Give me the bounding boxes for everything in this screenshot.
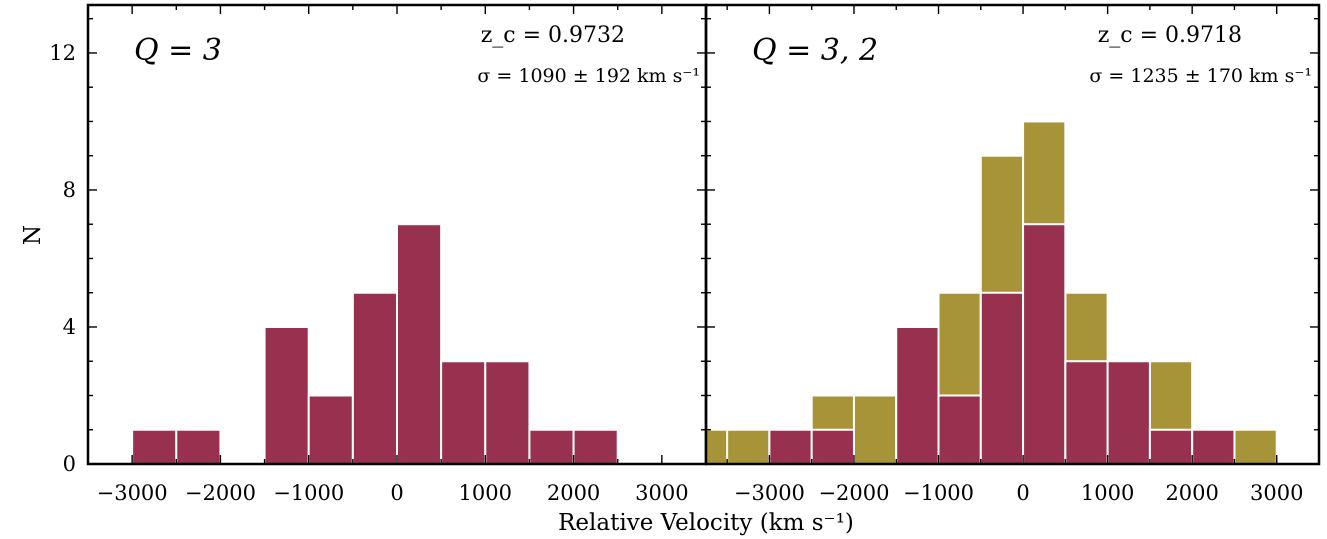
ytick-label: 0 <box>63 452 76 476</box>
left-bar-s0-b2 <box>263 325 310 465</box>
left-bar-s0-b4 <box>351 291 399 466</box>
left-zc-annotation: z_c = 0.9732 <box>481 23 625 48</box>
right-bar-s1-b0 <box>768 428 813 466</box>
right-xtick-label: 2000 <box>1165 481 1218 505</box>
right-xtick-label: 0 <box>1016 481 1029 505</box>
left-panel: Q = 3 z_c = 0.9732 σ = 1090 ± 192 km s⁻¹ <box>86 3 708 466</box>
right-bar-s1-b1 <box>810 428 855 466</box>
right-bar-s0-b4 <box>852 394 898 465</box>
left-bar-s0-b9 <box>572 428 619 466</box>
right-q-label: Q = 3, 2 <box>752 33 878 68</box>
left-xtick-label: 1000 <box>459 481 512 505</box>
right-bar-s1-b6 <box>1064 360 1109 465</box>
right-sigma-annotation: σ = 1235 ± 170 km s⁻¹ <box>1089 65 1312 87</box>
right-bar-s1-b9 <box>1191 428 1236 466</box>
left-xtick-label: −2000 <box>185 481 256 505</box>
right-bar-s1-b8 <box>1148 428 1194 466</box>
left-bars <box>131 223 619 466</box>
right-bar-s1-b2 <box>895 325 940 465</box>
right-bars <box>705 120 1278 466</box>
right-bar-s1-b3 <box>937 394 982 465</box>
right-bar-s1-b5 <box>1022 223 1067 465</box>
ytick-label: 4 <box>63 315 76 339</box>
right-bar-s1-b7 <box>1106 360 1151 465</box>
left-xtick-label: 2000 <box>547 481 600 505</box>
left-bar-s0-b8 <box>528 428 575 466</box>
left-ticks <box>87 5 707 465</box>
left-q-label: Q = 3 <box>134 33 222 68</box>
left-bar-s0-b3 <box>307 394 354 465</box>
ytick-label: 12 <box>49 41 76 65</box>
left-bar-s0-b0 <box>131 428 178 466</box>
x-tick-labels: −3000 −2000 −1000 0 1000 2000 3000 −3000 −2000 −1… <box>97 481 1304 505</box>
left-bar-s0-b6 <box>440 360 487 465</box>
left-xtick-label: −1000 <box>273 481 344 505</box>
right-zc-annotation: z_c = 0.9718 <box>1098 23 1242 48</box>
right-bar-s1-b4 <box>979 291 1025 466</box>
left-xtick-label: −3000 <box>97 481 168 505</box>
left-xtick-label: 3000 <box>635 481 688 505</box>
right-plot-frame <box>704 3 1321 466</box>
right-xtick-label: 1000 <box>1081 481 1134 505</box>
right-xtick-label: 3000 <box>1250 481 1303 505</box>
right-xtick-label: −2000 <box>818 481 889 505</box>
left-bar-s0-b1 <box>175 428 222 466</box>
left-bar-s0-b5 <box>396 223 443 465</box>
right-panel: Q = 3, 2 z_c = 0.9718 σ = 1235 ± 170 km … <box>704 3 1321 466</box>
right-bar-s0-b13 <box>1233 428 1278 466</box>
x-axis-label: Relative Velocity (km s⁻¹) <box>558 510 854 536</box>
right-xtick-label: −3000 <box>734 481 805 505</box>
left-bar-s0-b7 <box>484 360 531 465</box>
y-axis-label: N <box>20 225 46 245</box>
right-bar-s0-b1 <box>726 428 771 466</box>
left-sigma-annotation: σ = 1090 ± 192 km s⁻¹ <box>477 65 700 87</box>
right-xtick-label: −1000 <box>903 481 974 505</box>
left-xtick-label: 0 <box>390 481 403 505</box>
y-tick-labels: 0 4 8 12 <box>49 41 76 476</box>
ytick-label: 8 <box>63 178 76 202</box>
